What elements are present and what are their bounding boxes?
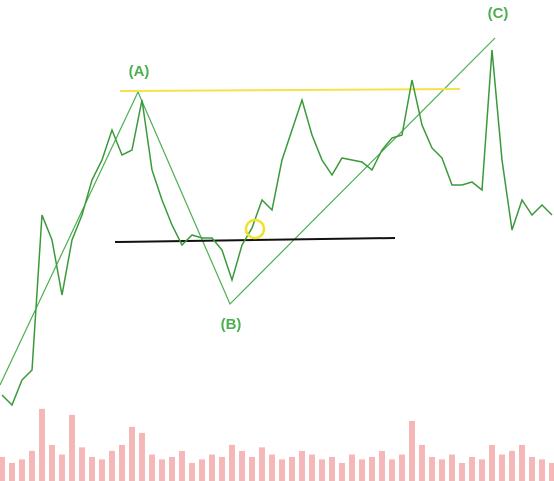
volume-bar xyxy=(99,459,105,481)
wave-label: (A) xyxy=(129,63,150,80)
volume-bar xyxy=(359,459,365,481)
volume-bar xyxy=(219,456,225,481)
volume-bar xyxy=(279,459,285,481)
volume-bar xyxy=(349,454,355,481)
volume-bar xyxy=(69,414,75,481)
highlight-circle xyxy=(244,218,266,240)
wave-line xyxy=(0,37,496,386)
volume-bar xyxy=(529,456,535,481)
wave-label: (B) xyxy=(221,316,242,333)
volume-bar xyxy=(399,454,405,481)
volume-bar xyxy=(129,426,135,481)
volume-bar xyxy=(519,444,525,481)
volume-bar xyxy=(139,432,145,481)
volume-bar xyxy=(449,454,455,481)
volume-bar xyxy=(149,454,155,481)
volume-bar xyxy=(249,456,255,481)
volume-bar xyxy=(39,408,45,481)
wave-label: (C) xyxy=(488,5,509,22)
volume-bar xyxy=(179,450,185,481)
volume-bar xyxy=(19,459,25,481)
volume-bar xyxy=(459,462,465,481)
volume-layer xyxy=(0,408,554,481)
volume-bar xyxy=(439,459,445,481)
volume-bar xyxy=(319,459,325,481)
volume-bar xyxy=(309,454,315,481)
volume-bar xyxy=(119,444,125,481)
volume-bar xyxy=(429,456,435,481)
volume-bar xyxy=(59,454,65,481)
volume-bar xyxy=(389,459,395,481)
volume-bar xyxy=(259,447,265,481)
volume-bar xyxy=(29,450,35,481)
volume-bar xyxy=(409,420,415,481)
volume-bar xyxy=(479,459,485,481)
volume-bar xyxy=(199,459,205,481)
volume-bar xyxy=(539,459,545,481)
volume-bar xyxy=(159,459,165,481)
volume-bar xyxy=(49,444,55,481)
volume-bar xyxy=(469,456,475,481)
volume-bar xyxy=(9,462,15,481)
volume-bar xyxy=(0,456,5,481)
volume-bar xyxy=(329,456,335,481)
price-line xyxy=(1,49,553,407)
volume-bar xyxy=(189,462,195,481)
volume-bar xyxy=(239,450,245,481)
volume-bar xyxy=(89,456,95,481)
volume-bar xyxy=(229,444,235,481)
volume-bar xyxy=(209,454,215,481)
volume-bar xyxy=(509,450,515,481)
support-line xyxy=(114,237,396,243)
price-layer xyxy=(1,49,553,407)
volume-bar xyxy=(379,450,385,481)
volume-bar xyxy=(299,450,305,481)
volume-bar xyxy=(369,456,375,481)
volume-bar xyxy=(419,444,425,481)
volume-bar xyxy=(269,454,275,481)
volume-bar xyxy=(339,462,345,481)
volume-bar xyxy=(79,447,85,481)
volume-bar xyxy=(489,444,495,481)
resistance-line xyxy=(119,88,461,92)
volume-bar xyxy=(499,454,505,481)
volume-bar xyxy=(289,456,295,481)
volume-bar xyxy=(169,456,175,481)
volume-bar xyxy=(549,462,554,481)
volume-bar xyxy=(109,450,115,481)
